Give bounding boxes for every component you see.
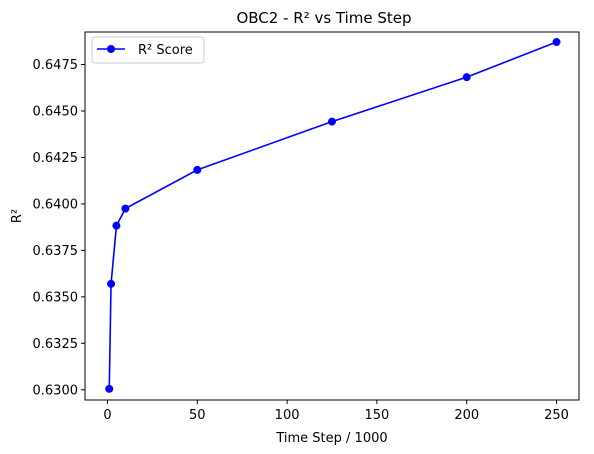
chart-title: OBC2 - R² vs Time Step [236,9,411,27]
y-axis: 0.6300 0.6325 0.6350 0.6375 0.6400 0.6425 0.64… [33,58,85,398]
series-line [108,41,557,389]
x-tick-label: 0 [103,408,111,423]
data-point [193,165,202,174]
x-axis: 0 50 100 150 200 250 [103,400,569,423]
data-point [552,38,561,47]
data-point [121,204,130,213]
legend: R² Score [91,36,205,64]
y-tick-label: 0.6450 [33,104,79,119]
y-tick-label: 0.6325 [33,337,79,352]
data-point [462,73,471,82]
x-tick-label: 150 [364,408,389,423]
axes-frame [84,31,580,401]
y-axis-label: R² [10,209,25,223]
legend-box [91,36,205,64]
x-tick-label: 200 [454,408,479,423]
plot-area [105,38,561,393]
legend-label: R² Score [138,43,193,58]
y-tick-label: 0.6475 [33,58,79,73]
y-tick-label: 0.6375 [33,244,79,259]
y-tick-label: 0.6300 [33,383,79,398]
data-point [328,117,336,126]
y-tick-label: 0.6350 [33,290,79,305]
y-tick-label: 0.6425 [33,151,79,166]
x-tick-label: 100 [275,408,300,423]
x-axis-label: Time Step / 1000 [275,431,387,446]
x-tick-label: 50 [189,408,206,423]
data-point [105,384,114,393]
legend-marker [107,45,115,53]
x-tick-label: 250 [544,408,569,423]
data-point [112,221,121,230]
y-tick-label: 0.6400 [33,197,79,212]
data-point [107,279,116,288]
